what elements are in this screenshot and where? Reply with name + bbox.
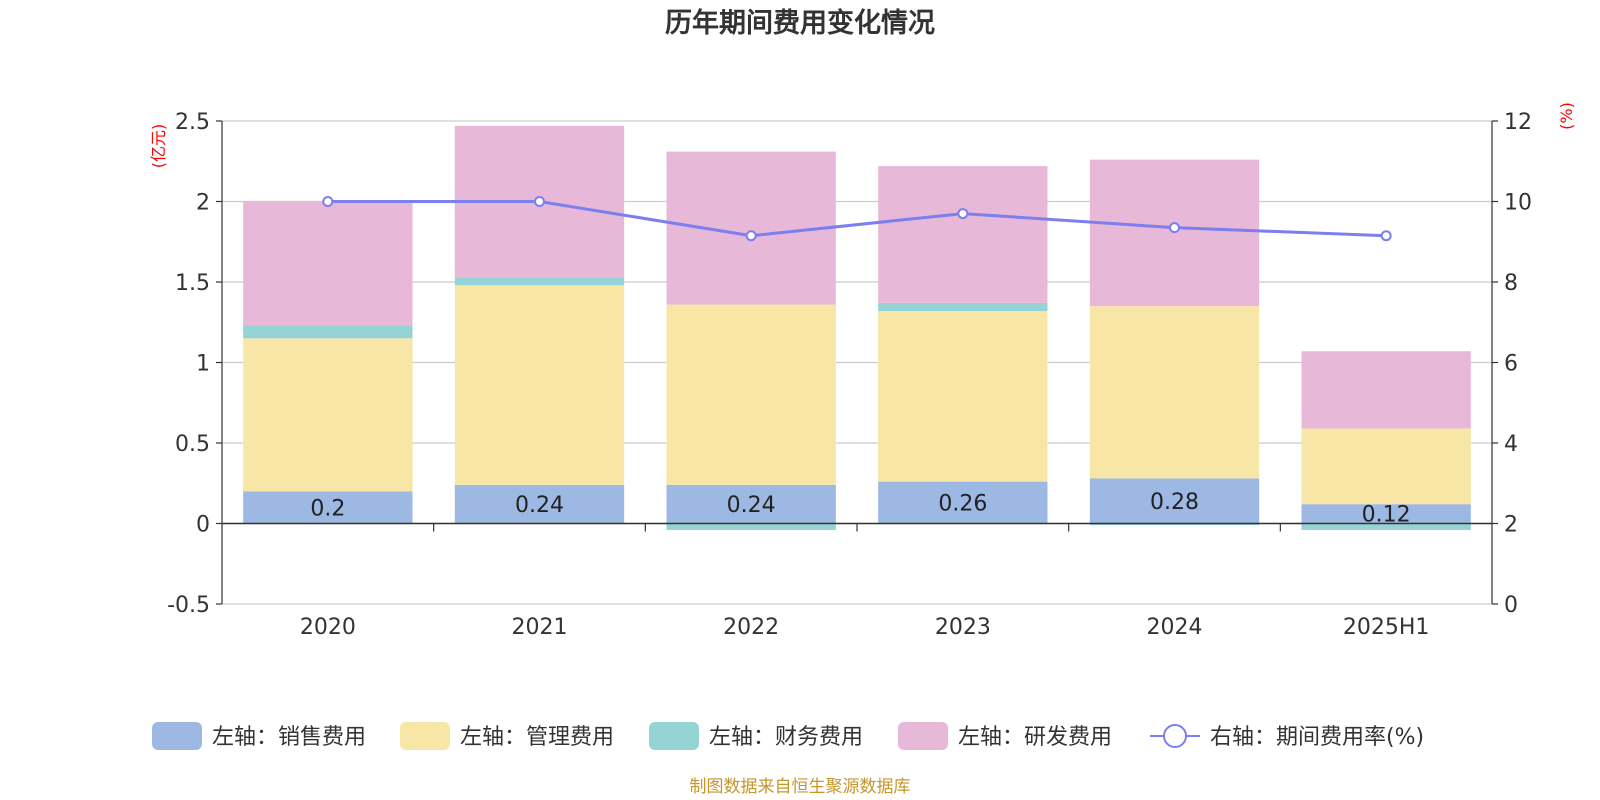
bar-segment — [1301, 523, 1471, 530]
bar-segment — [1089, 523, 1260, 526]
x-axis-tick-label: 2024 — [1147, 615, 1203, 640]
right-axis-tick-label: 10 — [1504, 191, 1532, 216]
bar-data-label: 0.26 — [938, 492, 987, 517]
bar-data-label: 0.24 — [727, 493, 776, 518]
rate-point — [534, 196, 545, 207]
x-axis-tick-label: 2022 — [723, 615, 779, 640]
source-note: 制图数据来自恒生聚源数据库 — [690, 777, 911, 797]
legend-swatch — [649, 722, 699, 750]
bar-series — [243, 125, 1471, 530]
rate-line-series — [322, 196, 1392, 242]
legend-swatch — [400, 722, 450, 750]
rate-point — [1169, 222, 1180, 234]
x-axis-tick-label: 2021 — [512, 615, 568, 640]
x-axis-tick-label: 2023 — [935, 615, 991, 640]
axes: -0.5 0 0.5 1 1.5 2 2.5 0 2 4 6 8 10 12 2020 2021 2022 202… — [167, 110, 1532, 640]
x-axis-tick-label: 2020 — [300, 615, 356, 640]
bar-segment — [454, 484, 625, 524]
legend-swatch — [152, 722, 202, 750]
right-axis-unit: (%) — [1557, 102, 1576, 130]
left-axis-tick-label: 0.5 — [175, 432, 210, 457]
legend-marker — [1163, 724, 1187, 748]
bar-segment — [878, 166, 1048, 303]
left-axis-tick-label: -0.5 — [167, 593, 210, 618]
legend-swatch — [898, 722, 948, 750]
bar-segment — [243, 491, 413, 524]
bar-segment — [454, 285, 625, 485]
bar-data-label: 0.28 — [1150, 490, 1199, 515]
bar-data-label: 0.12 — [1362, 503, 1411, 528]
right-axis-tick-label: 2 — [1504, 513, 1518, 538]
bar-data-label: 0.24 — [515, 493, 564, 518]
rate-point — [322, 196, 334, 207]
right-axis-tick-label: 4 — [1504, 432, 1518, 457]
bar-segment — [1301, 428, 1471, 505]
rate-point — [1380, 230, 1392, 242]
legend: 左轴：销售费用 左轴：管理费用 左轴：财务费用 左轴：研发费用 右轴：期间费用率(%) — [152, 722, 1424, 750]
chart-title: 历年期间费用变化情况 — [665, 7, 935, 39]
legend-label: 左轴：销售费用 — [212, 725, 366, 750]
bar-segment — [1301, 504, 1471, 524]
left-axis-tick-label: 2.5 — [175, 110, 210, 135]
data-labels: 0.2 0.24 0.24 0.26 0.28 0.12 — [310, 490, 1410, 528]
bar-segment — [243, 201, 413, 326]
left-axis-tick-label: 1.5 — [175, 271, 210, 296]
x-axis-tick-label: 2025H1 — [1343, 615, 1430, 640]
bar-segment — [243, 338, 413, 492]
bar-segment — [1089, 306, 1260, 479]
left-axis-unit: (亿元) — [149, 124, 168, 169]
left-axis-tick-label: 2 — [196, 191, 210, 216]
legend-label: 左轴：财务费用 — [709, 725, 863, 750]
bar-segment — [1089, 478, 1260, 524]
rate-line — [327, 200, 1387, 238]
right-axis-tick-label: 8 — [1504, 271, 1518, 296]
bar-segment — [666, 523, 836, 530]
bar-segment — [1301, 351, 1471, 429]
left-axis-tick-label: 0 — [196, 513, 210, 538]
right-axis-tick-label: 0 — [1504, 593, 1518, 618]
bar-data-label: 0.2 — [310, 496, 345, 521]
rate-point — [745, 230, 757, 242]
legend-label: 左轴：管理费用 — [460, 725, 614, 750]
bar-segment — [878, 302, 1048, 311]
bar-segment — [666, 484, 836, 524]
bar-segment — [454, 277, 625, 286]
bar-segment — [878, 310, 1048, 482]
right-axis-tick-label: 6 — [1504, 352, 1518, 377]
left-axis-tick-label: 1 — [196, 352, 210, 377]
rate-point — [957, 208, 969, 220]
bar-segment — [243, 325, 413, 339]
bar-segment — [666, 304, 836, 485]
legend-label: 左轴：研发费用 — [958, 725, 1112, 750]
right-axis-tick-label: 12 — [1504, 110, 1532, 135]
bar-segment — [878, 481, 1048, 524]
legend-label: 右轴：期间费用率(%) — [1210, 725, 1424, 750]
